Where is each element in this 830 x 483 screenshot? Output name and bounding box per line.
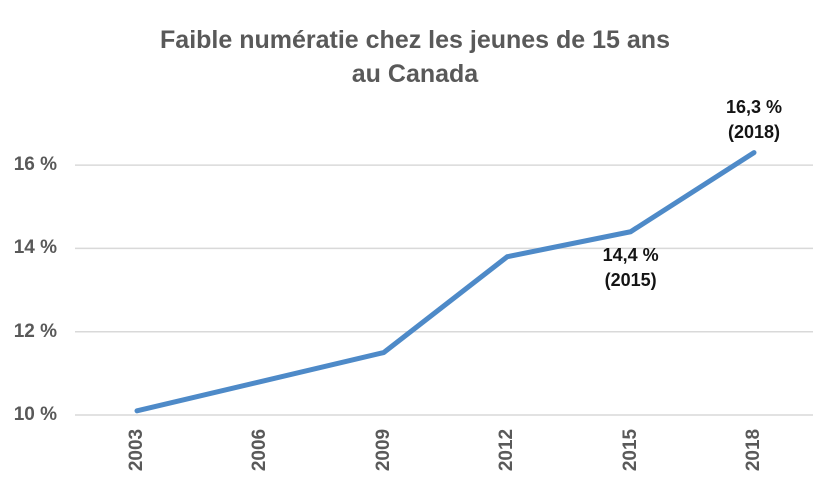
y-tick-label: 16 % (13, 154, 57, 176)
x-tick-label: 2009 (372, 428, 394, 472)
x-tick-label: 2015 (619, 428, 641, 472)
data-label-line: 14,4 % (602, 244, 659, 265)
data-label-2018: 16,3 % (2018) (684, 95, 824, 145)
x-tick-label: 2003 (126, 428, 147, 472)
y-tick-label: 14 % (13, 237, 57, 259)
x-tick-label: 2006 (249, 428, 271, 472)
chart-title-line-1: Faible numératie chez les jeunes de 15 a… (160, 26, 670, 54)
x-tick-label: 2012 (496, 428, 518, 472)
chart-title: Faible numératie chez les jeunes de 15 a… (0, 23, 830, 91)
y-tick-label: 12 % (13, 320, 57, 342)
data-label-line: (2015) (604, 269, 657, 290)
trend-line (134, 150, 757, 414)
data-label-line: (2018) (727, 121, 781, 142)
data-label-line: 16,3 % (725, 96, 783, 117)
y-tick-label: 10 % (13, 404, 57, 425)
gridlines (75, 164, 813, 416)
x-tick-label: 2018 (743, 428, 764, 472)
chart-title-line-2: au Canada (351, 60, 479, 88)
data-label-2015: 14,4 % (2015) (561, 243, 701, 293)
